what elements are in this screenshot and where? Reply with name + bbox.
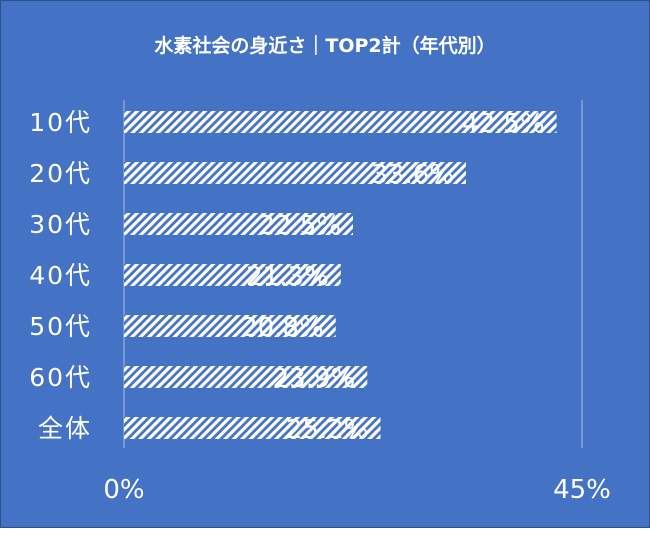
category-label: 20代 [29, 159, 92, 188]
x-tick-label: 45% [553, 475, 611, 505]
labels-group: 10代 42.5% 20代 33.6% 30代 22.5% 40代 21.3% 50代 20.8%… [29, 108, 544, 445]
bars-group [124, 111, 557, 439]
chart-title: 水素社会の身近さ｜TOP2計（年代別） [154, 34, 495, 57]
value-label: 20.8% [241, 313, 324, 343]
bar [124, 213, 353, 235]
value-label: 22.5% [258, 211, 341, 241]
value-label: 21.3% [246, 262, 329, 292]
axes-group: 0% 45% [103, 100, 611, 505]
category-label: 60代 [29, 363, 92, 392]
category-label: 40代 [29, 261, 92, 290]
bar [124, 417, 381, 439]
x-tick-label: 0% [103, 475, 144, 505]
value-label: 25.2% [286, 415, 369, 445]
value-label: 42.5% [462, 109, 545, 139]
value-label: 33.6% [371, 160, 454, 190]
category-label: 全体 [38, 414, 92, 443]
category-label: 30代 [29, 210, 92, 239]
category-label: 50代 [29, 312, 92, 341]
category-label: 10代 [29, 108, 92, 137]
bar [124, 162, 466, 184]
value-label: 23.9% [273, 364, 356, 394]
bar [124, 111, 557, 133]
bar [124, 315, 336, 337]
bar [124, 264, 341, 286]
bar [124, 366, 368, 388]
